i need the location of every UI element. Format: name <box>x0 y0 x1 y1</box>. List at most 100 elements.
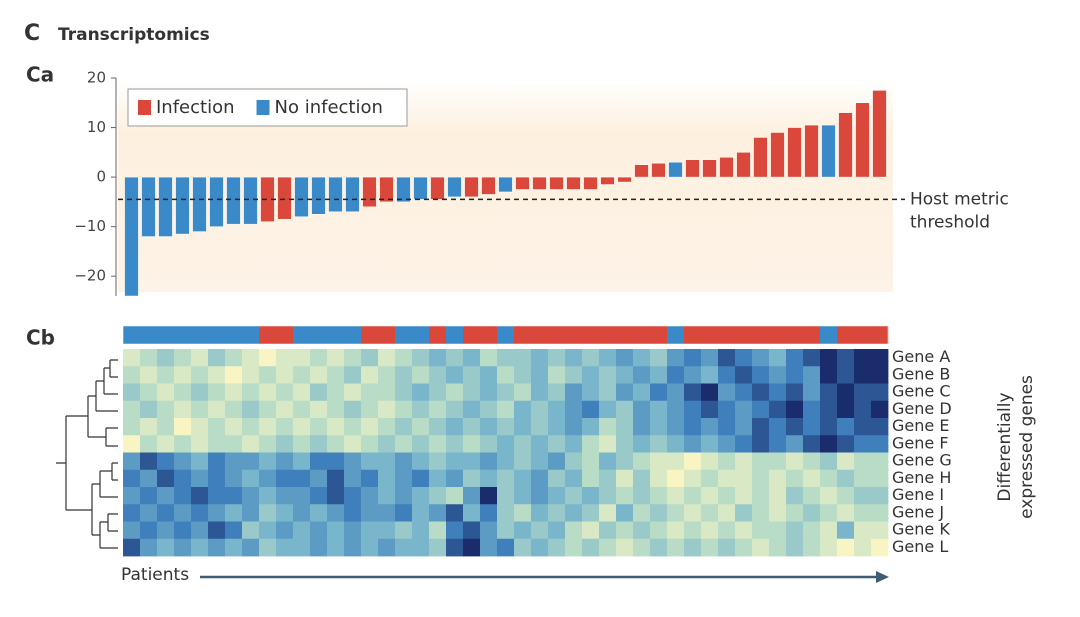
heatmap-cell <box>259 349 277 367</box>
heatmap-cell <box>344 435 362 453</box>
heatmap-cell <box>480 469 498 488</box>
heatmap-cell <box>599 418 617 436</box>
heatmap-cell <box>497 487 515 505</box>
heatmap-cell <box>310 487 328 505</box>
heatmap-cell <box>446 400 464 419</box>
bar <box>600 176 615 185</box>
heatmap-cell <box>259 435 277 453</box>
heatmap-cell <box>480 504 498 522</box>
heatmap-cell <box>293 521 311 540</box>
heatmap-cell <box>803 452 821 471</box>
heatmap-cell <box>378 435 396 453</box>
heatmap-cell <box>837 452 855 471</box>
heatmap-cell <box>548 469 566 488</box>
heatmap-cell <box>650 418 668 436</box>
row-label: Gene B <box>892 364 950 383</box>
heatmap-cell <box>327 383 345 402</box>
heatmap-cell <box>412 383 430 402</box>
heatmap-cell <box>531 487 549 505</box>
heatmap-cell <box>820 418 838 436</box>
heatmap-cell <box>820 504 838 522</box>
heatmap-cell <box>735 538 753 557</box>
heatmap-cell <box>514 487 532 505</box>
heatmap-cell <box>633 383 651 402</box>
heatmap-cell <box>497 452 515 471</box>
bar <box>396 176 411 203</box>
heatmap-cell <box>735 469 753 488</box>
heatmap-cell <box>361 469 379 488</box>
heatmap-cell <box>293 538 311 557</box>
heatmap-cell <box>684 469 702 488</box>
group-strip <box>157 326 175 344</box>
heatmap-cell <box>786 521 804 540</box>
bar <box>447 176 462 198</box>
heatmap-cell <box>446 469 464 488</box>
group-strip <box>837 326 855 344</box>
heatmap-cell <box>463 487 481 505</box>
heatmap-cell <box>463 521 481 540</box>
heatmap-cell <box>174 504 192 522</box>
heatmap-cell <box>412 418 430 436</box>
heatmap-cell <box>514 504 532 522</box>
heatmap-cell <box>582 400 600 419</box>
heatmap-cell <box>344 538 362 557</box>
group-strip <box>344 326 362 344</box>
bar <box>634 164 649 178</box>
heatmap-cell <box>667 383 685 402</box>
heatmap-cell <box>412 349 430 367</box>
group-strip <box>735 326 753 344</box>
heatmap-cell <box>378 418 396 436</box>
heatmap-cell <box>429 521 447 540</box>
heatmap-cell <box>123 504 141 522</box>
heatmap-cell <box>684 366 702 384</box>
bar <box>294 176 309 217</box>
heatmap-cell <box>123 400 141 419</box>
heatmap-cell <box>599 383 617 402</box>
heatmap-cell <box>582 504 600 522</box>
heatmap-cell <box>514 418 532 436</box>
heatmap-cell <box>463 383 481 402</box>
heatmap-cell <box>565 452 583 471</box>
heatmap-cell <box>310 418 328 436</box>
heatmap-cell <box>157 400 175 419</box>
heatmap-cell <box>803 383 821 402</box>
heatmap-cell <box>259 366 277 384</box>
heatmap-cell <box>871 469 889 488</box>
group-strip <box>667 326 685 344</box>
heatmap-cell <box>854 504 872 522</box>
group-strip <box>293 326 311 344</box>
heatmap-cell <box>225 435 243 453</box>
legend-label: Infection <box>156 97 235 118</box>
heatmap-cell <box>548 366 566 384</box>
heatmap-cell <box>123 383 141 402</box>
group-strip <box>259 326 277 344</box>
heatmap-cell <box>276 400 294 419</box>
heatmap-cell <box>650 435 668 453</box>
heatmap-cell <box>157 418 175 436</box>
group-strip <box>854 326 872 344</box>
heatmap-cell <box>871 383 889 402</box>
heatmap-cell <box>854 487 872 505</box>
heatmap-cell <box>582 383 600 402</box>
heatmap-cell <box>565 504 583 522</box>
heatmap-cell <box>327 366 345 384</box>
heatmap-cell <box>344 487 362 505</box>
heatmap-cell <box>242 435 260 453</box>
heatmap-cell <box>123 435 141 453</box>
heatmap-cell <box>718 452 736 471</box>
heatmap-cell <box>361 400 379 419</box>
heatmap-cell <box>174 383 192 402</box>
heatmap-cell <box>769 349 787 367</box>
heatmap-cell <box>803 349 821 367</box>
heatmap-cell <box>242 452 260 471</box>
heatmap-cell <box>225 504 243 522</box>
heatmap-cell <box>276 521 294 540</box>
heatmap-cell <box>633 418 651 436</box>
heatmap-cell <box>310 383 328 402</box>
heatmap-cell <box>582 469 600 488</box>
heatmap-cell <box>667 521 685 540</box>
bar <box>464 176 479 198</box>
heatmap-cell <box>480 418 498 436</box>
heatmap-cell <box>565 383 583 402</box>
heatmap-cell <box>446 435 464 453</box>
